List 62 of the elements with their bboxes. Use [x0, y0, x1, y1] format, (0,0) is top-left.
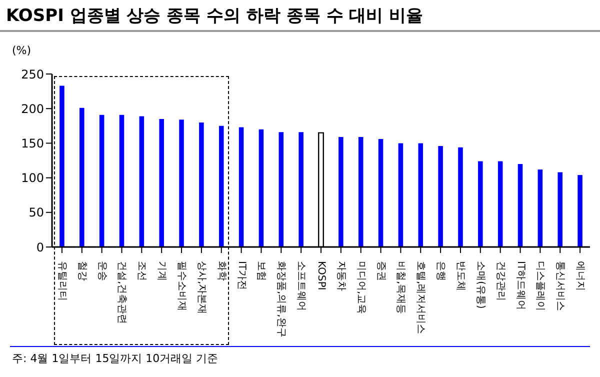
- x-tick-label: 증권: [375, 261, 386, 281]
- bar: [398, 143, 404, 247]
- bar: [179, 120, 184, 247]
- x-tick-label: 필수소비재: [176, 261, 188, 311]
- x-tick-label: 건설,건축관련: [116, 261, 128, 324]
- bar: [278, 132, 284, 247]
- x-tick-label: 상사,자본재: [196, 261, 207, 314]
- x-tick-label: 비철,목재등: [395, 261, 406, 314]
- x-tick-label: 반도체: [454, 261, 466, 291]
- x-tick-label: 조선: [136, 261, 148, 281]
- bar: [218, 126, 224, 247]
- bar: [119, 114, 124, 247]
- y-axis-title: (%): [12, 44, 32, 57]
- bar: [458, 147, 463, 247]
- x-tick-label: IT하드웨어: [514, 261, 526, 310]
- x-tick-label: 건강관리: [494, 261, 506, 301]
- bar: [498, 161, 503, 247]
- x-tick-label: 기계: [156, 261, 168, 281]
- x-tick-label: 디스플레이: [534, 261, 546, 311]
- x-tick-label: 운송: [96, 261, 108, 281]
- bar: [558, 172, 562, 247]
- bar: [518, 164, 523, 247]
- x-tick-label: 에너지: [574, 261, 586, 291]
- bar: [438, 146, 443, 247]
- text: 주: 4월 1일부터 15일까지 10거래일 기준: [12, 351, 218, 366]
- bar: [99, 114, 104, 247]
- bar: [80, 108, 84, 247]
- chart-title: KOSPI 업종별 상승 종목 수의 하락 종목 수 대비 비율: [6, 5, 424, 27]
- bar: [578, 175, 582, 247]
- x-tick-label: 소매(유통): [474, 261, 486, 309]
- bar: [60, 86, 64, 247]
- y-tick-label: 0: [36, 240, 44, 254]
- x-tick-label: 화학: [216, 261, 227, 281]
- x-tick-label: IT가전: [236, 261, 247, 290]
- y-tick-label: 250: [21, 67, 44, 82]
- x-tick-label: 미디어,교육: [355, 261, 366, 314]
- bar: [199, 122, 204, 247]
- x-tick-label: 보험: [256, 261, 267, 281]
- bar: [139, 116, 144, 247]
- bar: [358, 136, 364, 247]
- x-tick-label: 호텔,레저서비스: [415, 261, 426, 334]
- x-tick-label: 소프트웨어: [296, 261, 307, 311]
- bar: [378, 139, 384, 247]
- bar: [238, 127, 244, 247]
- x-tick-label: 자동차: [335, 261, 346, 291]
- x-tick-label: 철강: [76, 261, 88, 281]
- bar: [159, 118, 164, 247]
- bar: [418, 143, 424, 247]
- x-tick-label: 유틸리티: [56, 261, 68, 301]
- bar: [298, 132, 304, 247]
- y-tick-label: 150: [21, 136, 44, 150]
- y-tick-label: 50: [28, 206, 44, 220]
- x-tick-label: 화장품,의류,완구: [276, 261, 287, 338]
- bar: [478, 161, 483, 247]
- x-tick-label: 통신서비스: [554, 261, 566, 311]
- bar: [538, 169, 543, 247]
- x-tick-label: 은행: [435, 261, 446, 281]
- y-tick-label: 100: [21, 171, 44, 186]
- y-tick-label: 200: [21, 102, 44, 116]
- x-tick-label: KOSPI: [316, 261, 326, 290]
- bar: [258, 129, 264, 247]
- bar: [338, 136, 344, 247]
